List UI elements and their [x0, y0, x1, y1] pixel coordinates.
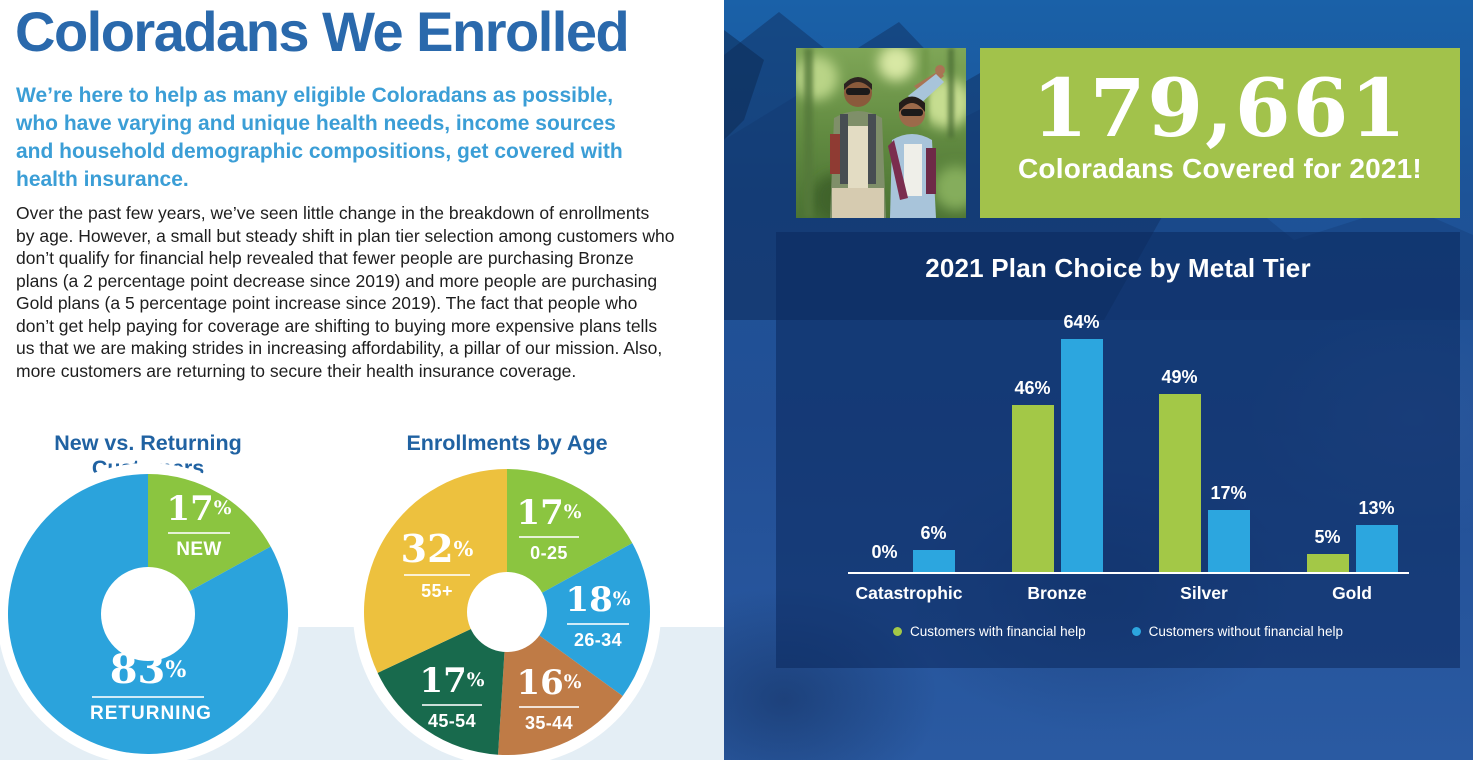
slice-value: 32% — [400, 526, 474, 571]
bar-value-label: 13% — [1358, 498, 1395, 518]
intro-body: Over the past few years, we’ve seen litt… — [16, 203, 675, 381]
label-divider — [519, 706, 579, 708]
pie-slice-26-34 — [507, 543, 650, 697]
category-label-catastrophic: Catastrophic — [855, 583, 963, 603]
donut-hole — [101, 567, 195, 661]
bar-with-help-gold — [1306, 554, 1349, 572]
bar-chart-plot: Catastrophic 0% 6% Bronze 46% 64% Silver 49% 17%… — [776, 232, 1460, 668]
label-divider — [519, 536, 579, 538]
hiker-woman — [888, 65, 945, 218]
legend-item-without-help: Customers without financial help — [1131, 624, 1343, 639]
slice-name: 45-54 — [427, 711, 477, 731]
bar-without-help-bronze — [1060, 339, 1103, 572]
slice-value: 17% — [419, 661, 485, 701]
slice-value: 16% — [516, 663, 582, 703]
left-panel: Coloradans We Enrolled We’re here to hel… — [0, 0, 724, 760]
percent-symbol: % — [213, 497, 232, 519]
bar-with-help-silver — [1158, 394, 1201, 572]
bar-value-label: 0% — [871, 542, 898, 562]
slice-name: 35-44 — [524, 713, 574, 733]
category-label-gold: Gold — [1332, 583, 1372, 603]
percent-symbol: % — [563, 671, 582, 693]
bar-without-help-catastrophic — [912, 550, 955, 572]
label-divider — [168, 532, 230, 534]
percent-symbol: % — [453, 536, 474, 561]
slice-label-35-44: 16% 35-44 — [509, 666, 589, 734]
bar-value-label: 5% — [1314, 527, 1341, 547]
slice-value: 18% — [565, 580, 631, 620]
covered-caption: Coloradans Covered for 2021! — [1018, 153, 1422, 184]
category-label-silver: Silver — [1180, 583, 1228, 603]
slice-name: RETURNING — [90, 703, 212, 724]
covered-banner: 179,661 Coloradans Covered for 2021! — [980, 48, 1460, 218]
percent-symbol: % — [466, 669, 485, 691]
bar-value-label: 46% — [1014, 378, 1051, 398]
pie-slice-0-25 — [507, 469, 633, 612]
axis-baseline — [848, 572, 1409, 574]
percent-symbol: % — [563, 501, 582, 523]
hiker-man — [830, 77, 886, 218]
label-divider — [404, 574, 470, 576]
legend-dot-green — [893, 627, 903, 636]
covered-count: 179,661 — [1032, 61, 1408, 155]
pie-slice-35-44 — [498, 612, 623, 756]
legend-label: Customers without financial help — [1148, 624, 1343, 639]
slice-label-0-25: 17% 0-25 — [509, 496, 589, 564]
slice-label-45-54: 17% 45-54 — [412, 664, 492, 732]
bar-value-label: 64% — [1063, 312, 1100, 332]
bar-chart-panel: 2021 Plan Choice by Metal Tier Catastrop… — [776, 232, 1460, 668]
slice-name: NEW — [176, 539, 222, 560]
page-title: Coloradans We Enrolled — [15, 0, 630, 63]
legend: Customers with financial help Customers … — [776, 624, 1460, 639]
legend-label: Customers with financial help — [910, 624, 1086, 639]
label-divider — [92, 696, 204, 698]
slice-name: 0-25 — [530, 543, 568, 563]
bar-value-label: 6% — [920, 523, 947, 543]
bar-value-label: 17% — [1210, 483, 1247, 503]
slice-label-26-34: 18% 26-34 — [556, 583, 640, 651]
slice-value: 17% — [166, 489, 232, 529]
slice-name: 55+ — [421, 581, 453, 601]
slice-label-55plus: 32% 55+ — [392, 530, 482, 602]
slice-label-returning: 83% RETURNING — [90, 646, 212, 725]
slice-label-new: 17% NEW — [154, 492, 244, 561]
hikers-photo-illustration — [796, 48, 966, 218]
bar-chart-title: 2021 Plan Choice by Metal Tier — [925, 253, 1311, 283]
bar-with-help-bronze — [1011, 405, 1054, 572]
bar-without-help-gold — [1355, 525, 1398, 572]
bar-value-label: 49% — [1161, 367, 1198, 387]
legend-item-with-help: Customers with financial help — [893, 624, 1086, 639]
intro-lead: We’re here to help as many eligible Colo… — [16, 84, 623, 191]
slice-value: 17% — [516, 493, 582, 533]
chart-title-enrollments-by-age: Enrollments by Age — [406, 431, 608, 455]
hikers-photo — [796, 48, 966, 218]
label-divider — [422, 704, 482, 706]
slice-name: 26-34 — [573, 630, 623, 650]
slice-value: 83% — [109, 646, 187, 693]
legend-dot-blue — [1131, 627, 1141, 636]
right-panel: 179,661 Coloradans Covered for 2021! 202… — [724, 0, 1473, 760]
bar-without-help-silver — [1207, 510, 1250, 572]
pie-slice-45-54 — [377, 612, 507, 755]
category-label-bronze: Bronze — [1027, 583, 1087, 603]
donut-hole — [467, 572, 547, 652]
donut-chart-enrollments-by-age — [353, 458, 661, 760]
label-divider — [567, 623, 629, 625]
donut-chart-new-vs-returning — [0, 463, 299, 760]
percent-symbol: % — [612, 588, 631, 610]
percent-symbol: % — [165, 657, 187, 683]
